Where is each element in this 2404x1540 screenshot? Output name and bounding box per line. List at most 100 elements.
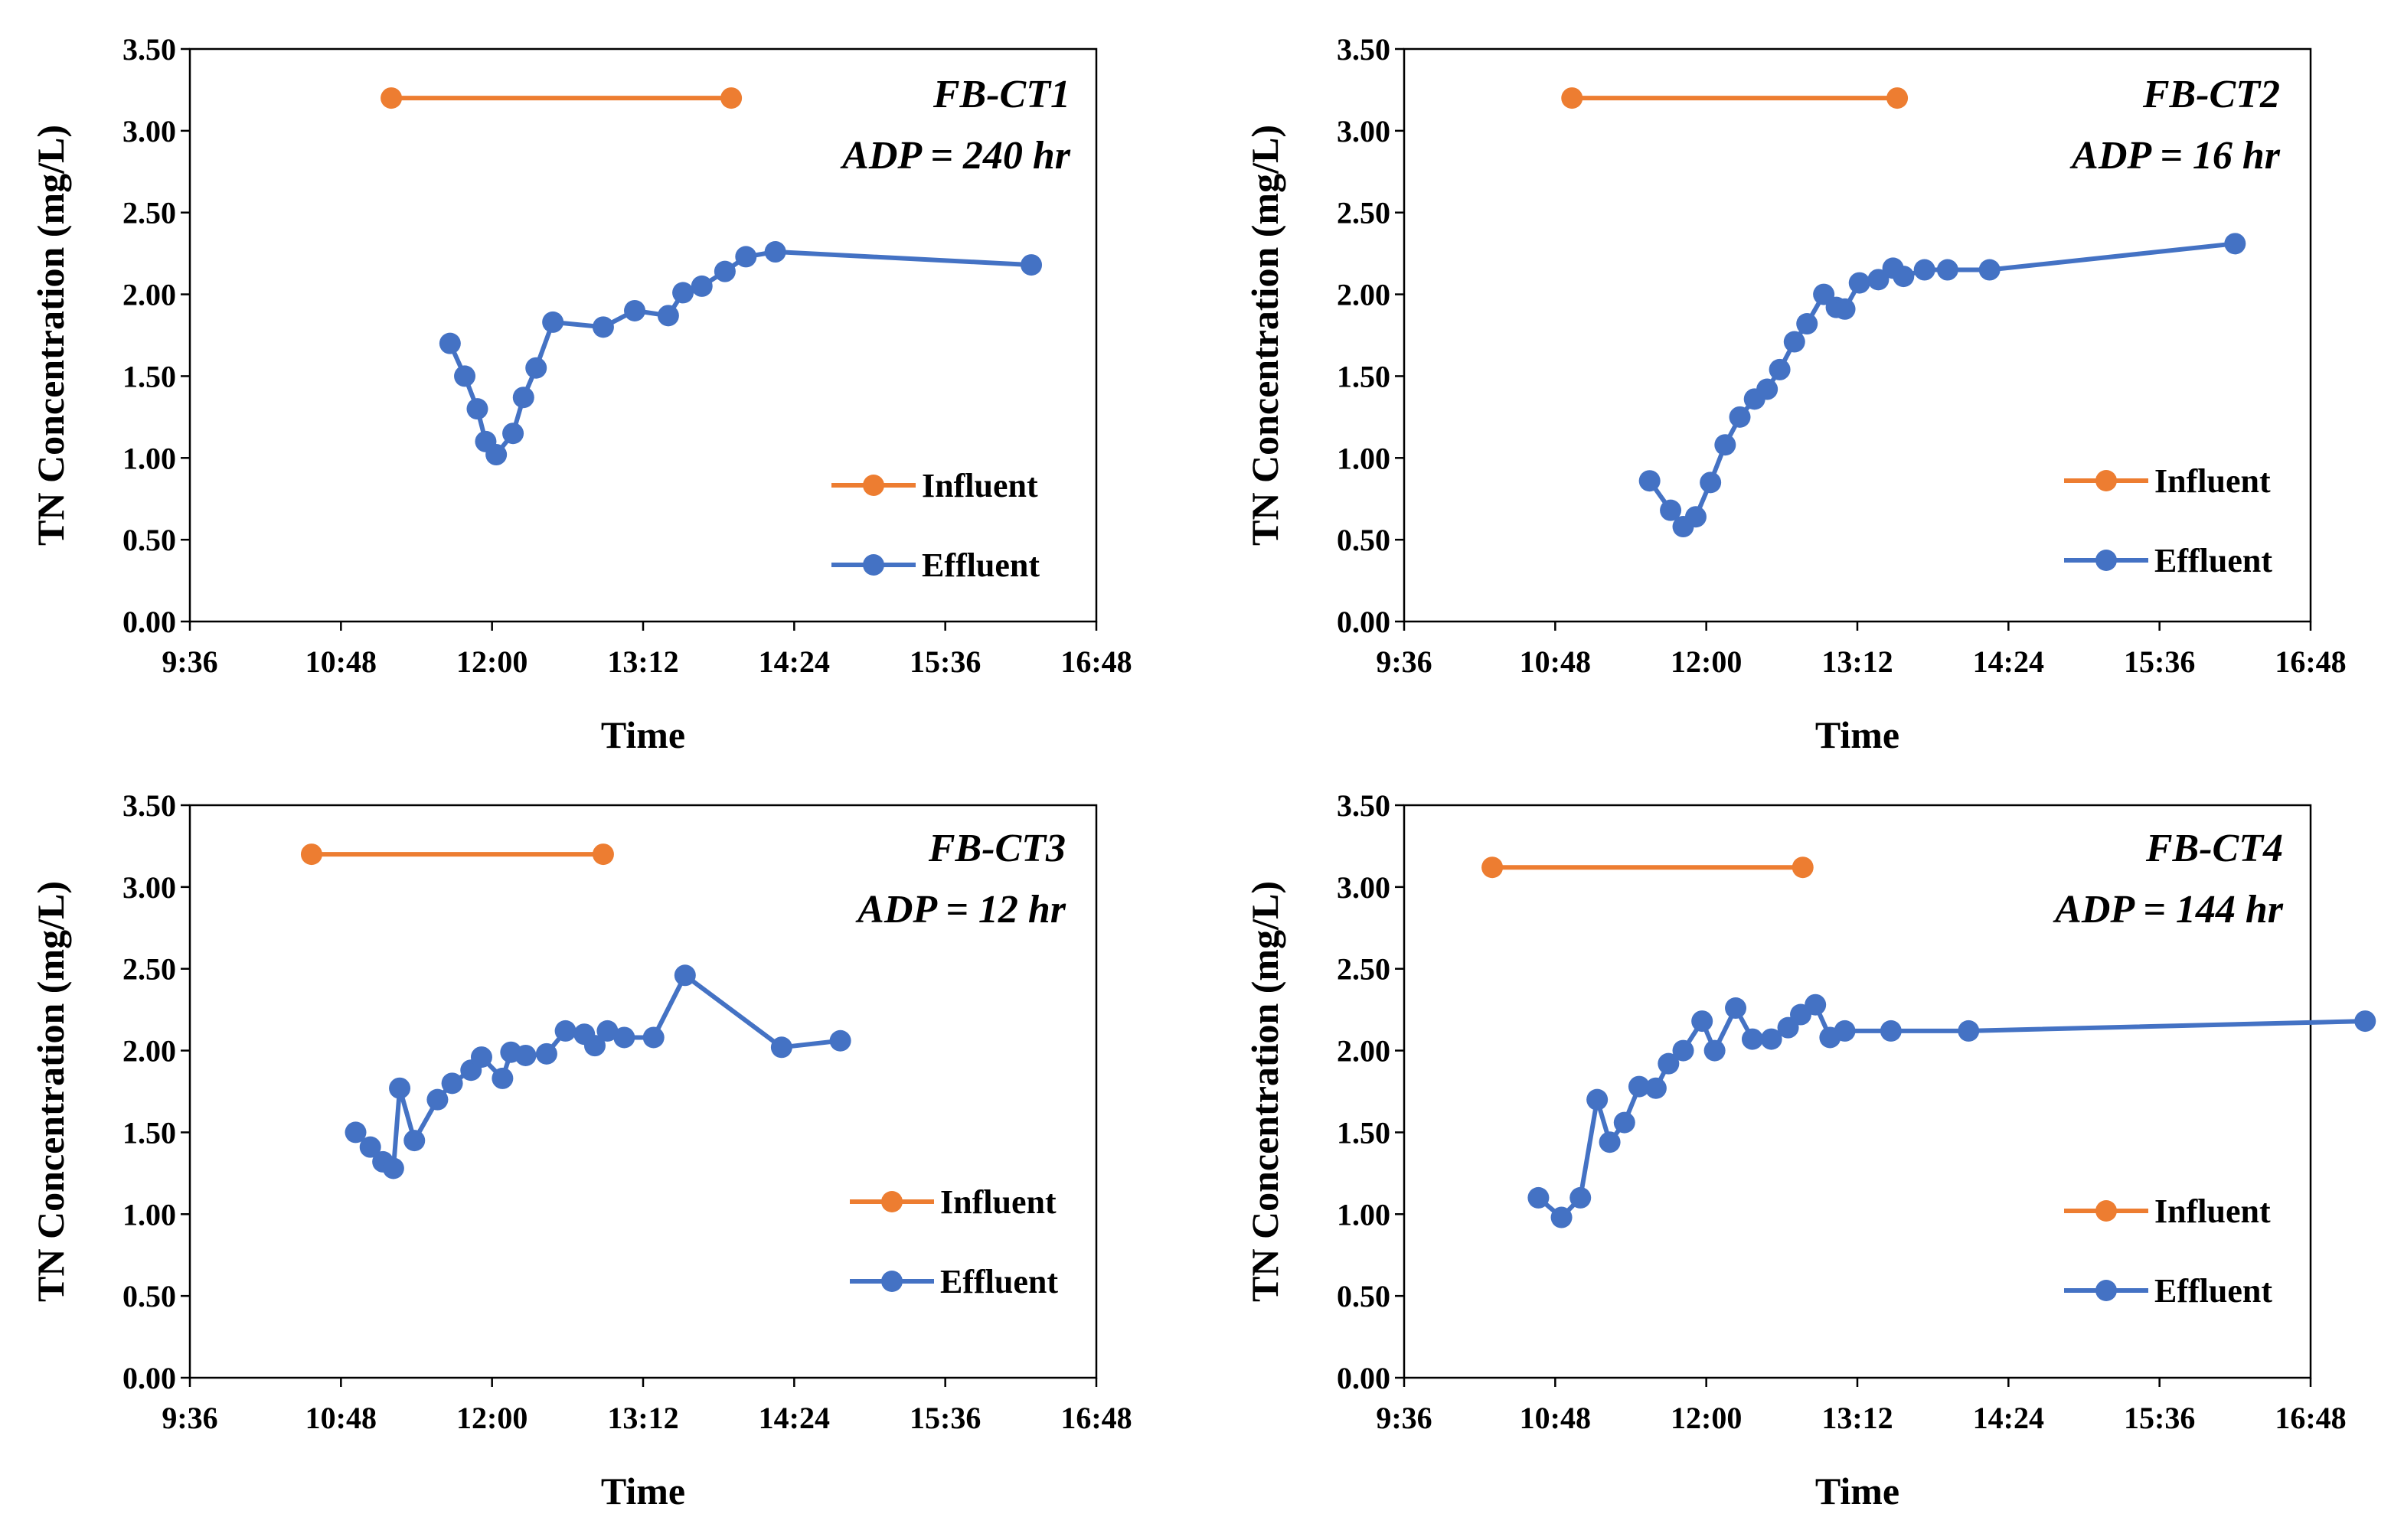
legend-label: Influent (2154, 462, 2271, 500)
data-point (1703, 1039, 1726, 1062)
data-point (657, 305, 679, 327)
x-tick-label: 9:36 (162, 1401, 217, 1435)
data-point (1792, 856, 1814, 879)
x-tick-label: 16:48 (2275, 1401, 2346, 1435)
y-tick-label: 1.00 (122, 441, 176, 475)
series-line (1648, 241, 2236, 529)
series-effluent (345, 964, 851, 1179)
data-point (1599, 1131, 1621, 1153)
legend-label: Influent (940, 1183, 1057, 1221)
legend-marker (2095, 1200, 2117, 1222)
data-point (359, 1136, 381, 1158)
data-point (592, 316, 614, 338)
data-point (525, 357, 547, 379)
y-tick-label: 0.50 (1337, 523, 1390, 557)
x-tick-label: 10:48 (305, 644, 377, 679)
data-point (1893, 266, 1915, 288)
chart-panel-2: 0.00 0.50 1.00 1.50 2.00 2.50 3.00 3.50 9:36 10:4… (1243, 32, 2347, 756)
x-tick-label: 15:36 (910, 644, 981, 679)
y-tick-label: 2.00 (1337, 278, 1390, 312)
x-tick-label: 15:36 (2124, 644, 2195, 679)
data-point (1760, 1028, 1782, 1050)
legend-marker (2095, 1280, 2117, 1301)
data-point (439, 332, 461, 354)
panel-annotation: FB-CT2 (2142, 73, 2280, 116)
data-point (735, 246, 757, 268)
legend-marker (2095, 550, 2117, 571)
legend: Influent Effluent (2064, 1193, 2272, 1310)
y-tick-label: 0.00 (122, 605, 176, 639)
data-point (1628, 1075, 1650, 1098)
panel-annotation: ADP = 240 hr (840, 134, 1071, 178)
y-tick-label: 1.50 (122, 359, 176, 393)
data-point (1936, 259, 1958, 281)
panel-annotation: FB-CT3 (928, 827, 1066, 870)
x-tick-label: 12:00 (456, 644, 528, 679)
series-line (448, 250, 1032, 457)
y-tick-label: 0.00 (122, 1361, 176, 1395)
panel-annotation: ADP = 16 hr (2069, 134, 2281, 178)
data-point (1729, 406, 1751, 428)
data-point (1569, 1186, 1592, 1209)
series-influent (300, 843, 614, 866)
legend-label: Influent (2154, 1193, 2271, 1230)
x-tick-label: 13:12 (607, 1401, 678, 1435)
x-tick-label: 14:24 (759, 644, 830, 679)
legend: Influent Effluent (2064, 462, 2272, 579)
y-tick-label: 0.50 (1337, 1279, 1390, 1313)
data-point (642, 1026, 665, 1049)
y-tick-label: 2.00 (1337, 1034, 1390, 1069)
data-point (502, 423, 524, 445)
data-point (1672, 1039, 1694, 1062)
x-tick-label: 12:00 (1671, 644, 1742, 679)
data-point (1978, 259, 2001, 281)
data-point (403, 1130, 426, 1152)
x-tick-label: 9:36 (1376, 644, 1432, 679)
x-tick-label: 9:36 (1376, 1401, 1432, 1435)
data-point (1913, 259, 1935, 281)
data-point (1805, 993, 1827, 1016)
data-point (596, 1020, 619, 1042)
data-point (1550, 1206, 1573, 1228)
y-tick-label: 3.50 (1337, 788, 1390, 823)
data-point (1684, 506, 1707, 528)
data-point (2354, 1010, 2376, 1033)
x-axis-label: Time (601, 713, 685, 756)
x-tick-label: 14:24 (759, 1401, 830, 1435)
series-effluent (1527, 993, 2376, 1228)
data-point (466, 398, 488, 420)
x-tick-label: 14:24 (1973, 644, 2044, 679)
data-point (1848, 272, 1870, 294)
data-point (1741, 1028, 1763, 1050)
y-tick-label: 3.00 (122, 114, 176, 148)
legend-label: Effluent (940, 1263, 1058, 1300)
x-axis-label: Time (1815, 1470, 1899, 1512)
y-axis-label: TN Concentration (mg/L) (1243, 881, 1286, 1302)
data-point (485, 444, 508, 466)
x-tick-label: 16:48 (1060, 644, 1132, 679)
x-tick-label: 10:48 (305, 1401, 377, 1435)
data-point (1586, 1088, 1609, 1111)
legend: Influent Effluent (831, 467, 1040, 584)
series-line (1537, 1002, 2366, 1220)
y-tick-label: 3.50 (122, 32, 176, 67)
data-point (1700, 471, 1722, 494)
data-point (1481, 856, 1504, 879)
y-tick-label: 3.00 (122, 870, 176, 905)
series-effluent (439, 241, 1043, 466)
y-tick-label: 1.00 (122, 1197, 176, 1232)
data-point (512, 387, 534, 409)
data-point (1886, 87, 1909, 109)
y-tick-label: 3.00 (1337, 114, 1390, 148)
x-tick-label: 12:00 (456, 1401, 528, 1435)
data-point (1645, 1077, 1667, 1099)
data-point (389, 1077, 411, 1099)
y-tick-label: 2.50 (122, 196, 176, 230)
y-tick-label: 2.00 (122, 278, 176, 312)
data-point (674, 964, 696, 987)
data-point (1613, 1111, 1635, 1134)
y-tick-label: 1.50 (1337, 1115, 1390, 1150)
chart-panel-4: 0.00 0.50 1.00 1.50 2.00 2.50 3.00 3.50 9:36 10:4… (1243, 788, 2376, 1512)
panel-annotation: ADP = 12 hr (855, 888, 1066, 932)
legend-label: Effluent (2154, 542, 2272, 579)
